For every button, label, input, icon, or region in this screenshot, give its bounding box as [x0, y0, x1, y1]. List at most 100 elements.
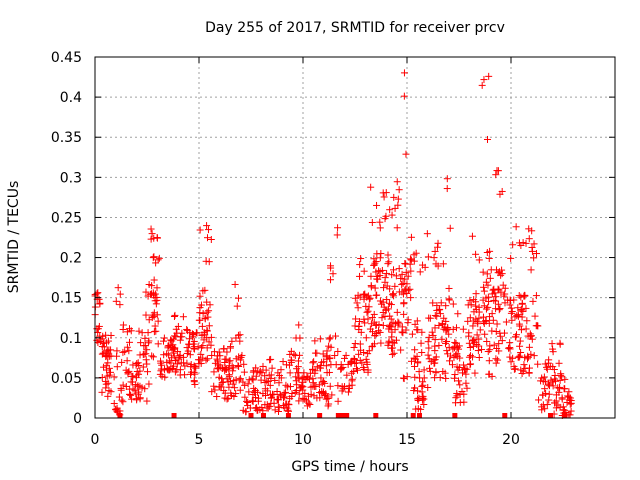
data-point: [507, 309, 515, 317]
data-point: [490, 296, 498, 304]
data-point: [236, 337, 244, 345]
data-point: [218, 379, 226, 387]
data-point: [442, 374, 450, 382]
data-point: [129, 361, 137, 369]
data-point: [266, 402, 274, 410]
data-point: [194, 343, 202, 351]
zero-marker: [373, 413, 379, 418]
data-point: [520, 361, 528, 369]
data-point: [407, 256, 415, 264]
data-point: [528, 227, 536, 235]
data-point: [279, 358, 287, 366]
data-point: [156, 370, 164, 378]
data-point: [475, 353, 483, 361]
data-point: [388, 211, 396, 219]
data-point: [196, 292, 204, 300]
data-point: [534, 360, 542, 368]
data-point: [520, 292, 528, 300]
data-point: [360, 267, 368, 275]
data-point: [171, 311, 179, 319]
data-point: [462, 370, 470, 378]
data-point: [310, 358, 318, 366]
data-point: [136, 367, 144, 375]
data-point: [245, 388, 253, 396]
data-point: [554, 384, 562, 392]
data-point: [301, 389, 309, 397]
data-point: [423, 230, 431, 238]
data-point: [468, 232, 476, 240]
data-point: [394, 195, 402, 203]
data-point: [170, 345, 178, 353]
data-point: [427, 358, 435, 366]
data-point: [420, 395, 428, 403]
data-point: [313, 363, 321, 371]
data-point: [333, 231, 341, 239]
data-point: [549, 382, 557, 390]
data-point: [485, 357, 493, 365]
data-point: [462, 379, 470, 387]
plot-frame: [94, 56, 616, 419]
data-point: [452, 351, 460, 359]
data-point: [300, 369, 308, 377]
data-point: [286, 369, 294, 377]
data-point: [492, 293, 500, 301]
data-point: [391, 326, 399, 334]
data-point: [229, 364, 237, 372]
data-point: [424, 253, 432, 261]
data-point: [148, 282, 156, 290]
data-point: [525, 235, 533, 243]
data-point: [392, 336, 400, 344]
zero-marker: [416, 413, 422, 418]
data-point: [148, 314, 156, 322]
data-point: [197, 359, 205, 367]
data-point: [334, 382, 342, 390]
data-point: [113, 347, 121, 355]
data-point: [178, 333, 186, 341]
data-point: [149, 353, 157, 361]
data-point: [424, 351, 432, 359]
data-point: [362, 302, 370, 310]
data-point: [325, 400, 333, 408]
data-point: [295, 321, 303, 329]
data-point: [376, 254, 384, 262]
data-point: [424, 383, 432, 391]
data-point: [492, 328, 500, 336]
data-point: [502, 318, 510, 326]
zero-marker: [340, 413, 346, 418]
data-point: [559, 403, 567, 411]
data-point: [435, 306, 443, 314]
data-point: [210, 368, 218, 376]
data-point: [495, 306, 503, 314]
data-point: [126, 338, 134, 346]
data-point: [332, 332, 340, 340]
data-point: [240, 360, 248, 368]
data-point: [225, 365, 233, 373]
data-point: [281, 393, 289, 401]
data-point: [282, 388, 290, 396]
data-point: [493, 345, 501, 353]
x-tick-label: 5: [195, 432, 204, 448]
data-point: [497, 288, 505, 296]
data-point: [566, 400, 574, 408]
data-point: [277, 366, 285, 374]
data-point: [365, 347, 373, 355]
data-point: [215, 365, 223, 373]
data-point: [125, 347, 133, 355]
data-point: [129, 372, 137, 380]
data-point: [514, 353, 522, 361]
data-point: [189, 333, 197, 341]
data-point: [327, 262, 335, 270]
data-point: [480, 318, 488, 326]
data-point: [444, 325, 452, 333]
data-point: [557, 370, 565, 378]
data-point: [201, 314, 209, 322]
data-point: [390, 349, 398, 357]
data-point: [433, 243, 441, 251]
data-point: [292, 377, 300, 385]
data-point: [203, 355, 211, 363]
data-point: [399, 329, 407, 337]
data-point: [537, 377, 545, 385]
data-point: [522, 304, 530, 312]
data-point: [161, 373, 169, 381]
